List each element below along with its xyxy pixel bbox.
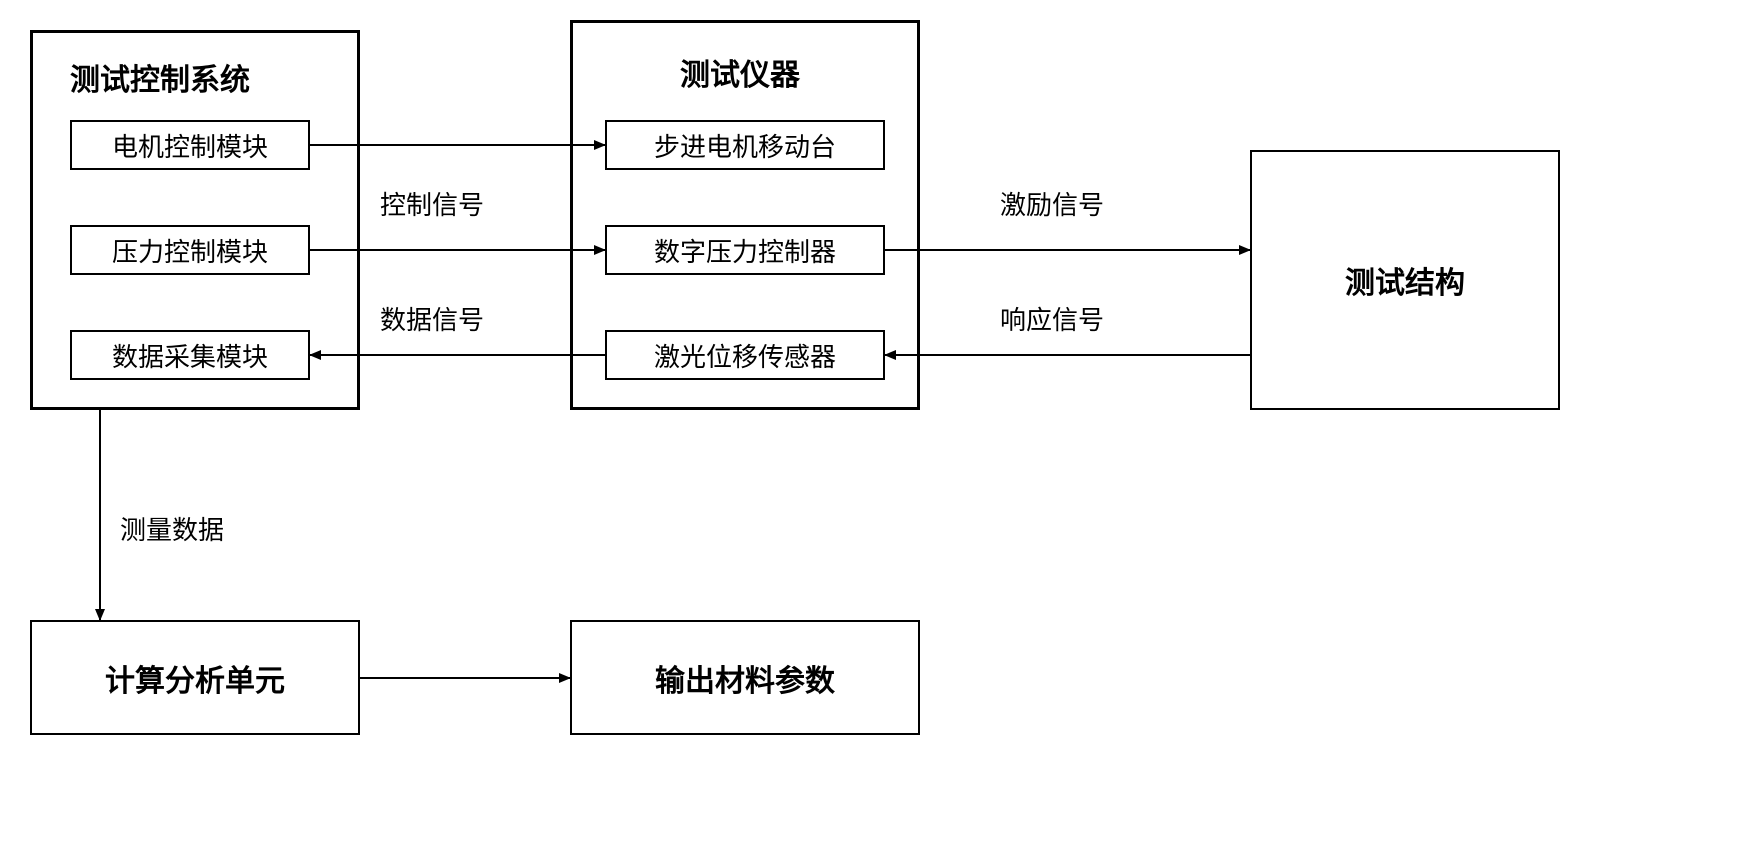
digital-pressure-controller: 数字压力控制器 xyxy=(605,225,885,275)
measurement-data-label: 测量数据 xyxy=(120,510,224,547)
stimulus-signal-label: 激励信号 xyxy=(1000,185,1104,222)
motor-control-label: 电机控制模块 xyxy=(112,127,268,164)
calc-unit-label: 计算分析单元 xyxy=(105,656,285,700)
laser-displacement-sensor: 激光位移传感器 xyxy=(605,330,885,380)
calc-analysis-unit: 计算分析单元 xyxy=(30,620,360,735)
output-label: 输出材料参数 xyxy=(655,656,835,700)
laser-label: 激光位移传感器 xyxy=(654,337,836,374)
output-material-params: 输出材料参数 xyxy=(570,620,920,735)
pressure-control-label: 压力控制模块 xyxy=(112,232,268,269)
data-acquisition-label: 数据采集模块 xyxy=(112,337,268,374)
pressure-dev-label: 数字压力控制器 xyxy=(654,232,836,269)
data-signal-label: 数据信号 xyxy=(380,300,484,337)
test-structure: 测试结构 xyxy=(1250,150,1560,410)
test-instrument-title: 测试仪器 xyxy=(680,50,800,94)
stepper-motor-stage: 步进电机移动台 xyxy=(605,120,885,170)
pressure-control-module: 压力控制模块 xyxy=(70,225,310,275)
control-signal-label: 控制信号 xyxy=(380,185,484,222)
test-structure-label: 测试结构 xyxy=(1345,258,1465,302)
data-acquisition-module: 数据采集模块 xyxy=(70,330,310,380)
motor-control-module: 电机控制模块 xyxy=(70,120,310,170)
control-system-title: 测试控制系统 xyxy=(70,55,250,99)
stepper-label: 步进电机移动台 xyxy=(654,127,836,164)
response-signal-label: 响应信号 xyxy=(1000,300,1104,337)
diagram-canvas: 测试控制系统 测试仪器 电机控制模块 压力控制模块 数据采集模块 步进电机移动台… xyxy=(0,0,1743,848)
